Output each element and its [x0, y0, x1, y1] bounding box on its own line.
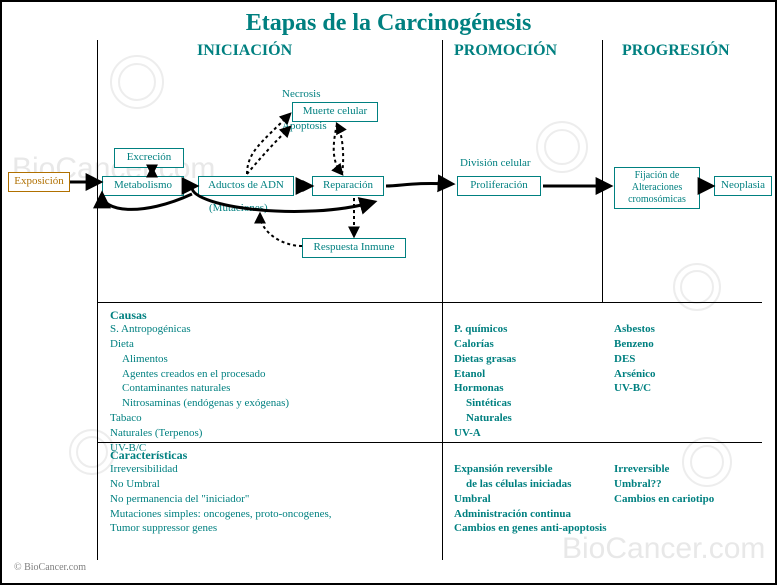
vline-2 — [442, 40, 443, 560]
label-mutaciones: (Mutaciones) — [209, 202, 268, 214]
causas-promocion-list: P. químicosCaloríasDietas grasasEtanolHo… — [454, 322, 604, 441]
label-necrosis: Necrosis — [282, 88, 321, 100]
box-fijacion: Fijación de Alteraciones cromosómicas — [614, 167, 700, 209]
box-neoplasia: Neoplasia — [714, 176, 772, 196]
box-exposicion: Exposición — [8, 172, 70, 192]
page-title: Etapas de la Carcinogénesis — [2, 10, 775, 37]
watermark-2: BioCancer.com — [562, 532, 765, 566]
phase-iniciacion: INICIACIÓN — [197, 42, 292, 60]
caract-promocion-list: Expansión reversiblede las células inici… — [454, 462, 624, 536]
box-excrecion: Excreción — [114, 148, 184, 168]
label-div-celular: División celular — [460, 157, 531, 169]
caract-iniciacion-list: IrreversibilidadNo UmbralNo permanencia … — [110, 462, 430, 536]
hline-1 — [97, 302, 762, 303]
box-muerte: Muerte celular — [292, 102, 378, 122]
box-reparacion: Reparación — [312, 176, 384, 196]
vline-3 — [602, 40, 603, 302]
box-metabolismo: Metabolismo — [102, 176, 184, 196]
caract-title: Características — [110, 448, 187, 463]
box-proliferacion: Proliferación — [457, 176, 541, 196]
phase-progresion: PROGRESIÓN — [622, 42, 730, 60]
causas-progresion-list: AsbestosBenzenoDESArsénicoUV-B/C — [614, 322, 764, 396]
causas-title: Causas — [110, 308, 147, 323]
phase-promocion: PROMOCIÓN — [454, 42, 557, 60]
box-aductos: Aductos de ADN — [198, 176, 294, 196]
caract-progresion-list: IrreversibleUmbral??Cambios en cariotipo — [614, 462, 764, 507]
causas-iniciacion-list: S. AntropogénicasDietaAlimentosAgentes c… — [110, 322, 430, 456]
box-resp-inmune: Respuesta Inmune — [302, 238, 406, 258]
copyright: © BioCancer.com — [14, 562, 86, 573]
vline-1 — [97, 40, 98, 560]
